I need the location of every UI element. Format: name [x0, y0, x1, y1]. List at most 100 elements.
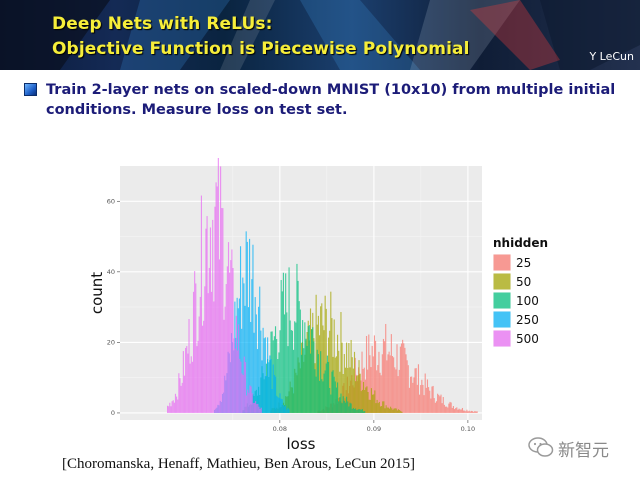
slide-header-banner: Deep Nets with ReLUs: Objective Function…: [0, 0, 640, 70]
histogram-bar: [242, 277, 244, 413]
histogram-bar: [388, 351, 390, 413]
histogram-bar: [326, 355, 328, 413]
histogram-bar: [322, 325, 324, 413]
histogram-bar: [455, 408, 457, 413]
histogram-bar: [401, 411, 403, 413]
histogram-bar: [209, 227, 212, 413]
histogram-bar: [285, 405, 287, 413]
histogram-bar: [223, 319, 225, 413]
histogram-bar: [338, 401, 340, 413]
histogram-bar: [261, 360, 263, 413]
histogram-bar: [341, 403, 343, 413]
histogram-bar: [416, 384, 418, 413]
histogram-bar: [324, 370, 326, 413]
histogram-bar: [469, 411, 471, 413]
histogram-bar: [365, 335, 368, 413]
histogram-bar: [373, 394, 375, 413]
histogram-bar: [308, 325, 310, 413]
histogram-bar: [388, 408, 391, 413]
histogram-bar: [378, 351, 380, 413]
legend-title: nhidden: [493, 236, 548, 250]
histogram-bar: [239, 246, 242, 413]
histogram-bar: [299, 309, 301, 413]
histogram-bar: [259, 408, 261, 413]
blue-square-bullet-icon: [24, 83, 37, 96]
histogram-bar: [417, 364, 420, 413]
histogram-bar: [372, 356, 374, 413]
histogram-bar: [399, 346, 401, 413]
histogram-bar: [395, 408, 397, 413]
histogram-bar: [279, 393, 281, 413]
histogram-bar: [334, 381, 336, 413]
x-tick-label: 0.10: [461, 425, 475, 433]
histogram-bar: [390, 334, 392, 413]
histogram-bar: [253, 402, 256, 413]
histogram-bar: [233, 338, 235, 413]
histogram-bar: [398, 369, 400, 413]
histogram-bar: [352, 407, 354, 413]
histogram-bar: [349, 367, 351, 413]
x-tick-label: 0.09: [367, 425, 381, 433]
histogram-bar: [244, 362, 246, 413]
histogram-bar: [408, 387, 410, 413]
histogram-bar: [197, 340, 199, 413]
histogram-bar: [337, 382, 339, 413]
histogram-bar: [185, 347, 187, 413]
histogram-bar: [289, 320, 291, 413]
histogram-bar: [453, 409, 456, 413]
legend-key-500: [493, 330, 511, 347]
histogram-bar: [213, 301, 215, 413]
histogram-bar: [196, 346, 198, 413]
histogram-bar: [323, 373, 325, 413]
histogram-bar: [405, 354, 407, 413]
histogram-bar: [203, 320, 205, 413]
histogram-bar: [389, 355, 391, 413]
histogram-bar: [343, 400, 345, 413]
histogram-bars: [167, 158, 478, 413]
histogram-bar: [168, 406, 170, 413]
histogram-bar: [351, 408, 353, 413]
histogram-bar: [244, 305, 246, 413]
histogram-bar: [249, 385, 251, 413]
y-tick-label: 40: [107, 268, 115, 276]
histogram-bar: [288, 409, 290, 413]
histogram-bar: [262, 327, 264, 413]
histogram-bar: [444, 406, 447, 413]
histogram-bar: [194, 271, 196, 413]
histogram-bar: [353, 351, 356, 413]
histogram-bar: [256, 404, 258, 413]
bullet-text-line1: Train 2-layer nets on scaled-down MNIST …: [46, 82, 616, 98]
legend-label-100: 100: [516, 294, 539, 308]
histogram-bar: [212, 219, 214, 413]
histogram-bar: [434, 402, 436, 413]
histogram-bar: [183, 375, 186, 413]
histogram-bar: [218, 259, 221, 413]
histogram-bar: [414, 368, 416, 413]
histogram-bar: [339, 397, 341, 413]
histogram-bar: [281, 399, 283, 413]
histogram-bar: [296, 263, 298, 413]
histogram-bar: [353, 409, 356, 413]
histogram-bar: [199, 296, 201, 413]
histogram-bar: [187, 353, 189, 413]
histogram-bar: [446, 406, 448, 413]
histogram-bar: [432, 385, 434, 413]
histogram-bar: [276, 339, 278, 413]
histogram-bar: [340, 393, 342, 413]
histogram-bar: [283, 406, 286, 413]
histogram-bar: [440, 394, 442, 413]
histogram-bar: [467, 411, 469, 413]
histogram-bar: [317, 354, 319, 413]
y-axis-title: count: [88, 272, 106, 314]
histogram-bar: [475, 411, 477, 413]
histogram-bar: [265, 375, 268, 413]
histogram-bar: [255, 314, 257, 413]
histogram-bar: [286, 409, 288, 413]
histogram-bar: [384, 408, 386, 413]
histogram-bar: [367, 392, 369, 413]
histogram-bar: [387, 407, 389, 413]
histogram-bar: [259, 286, 261, 413]
histogram-bar: [264, 337, 266, 413]
histogram-bar: [357, 375, 359, 413]
histogram-bar: [382, 401, 384, 413]
